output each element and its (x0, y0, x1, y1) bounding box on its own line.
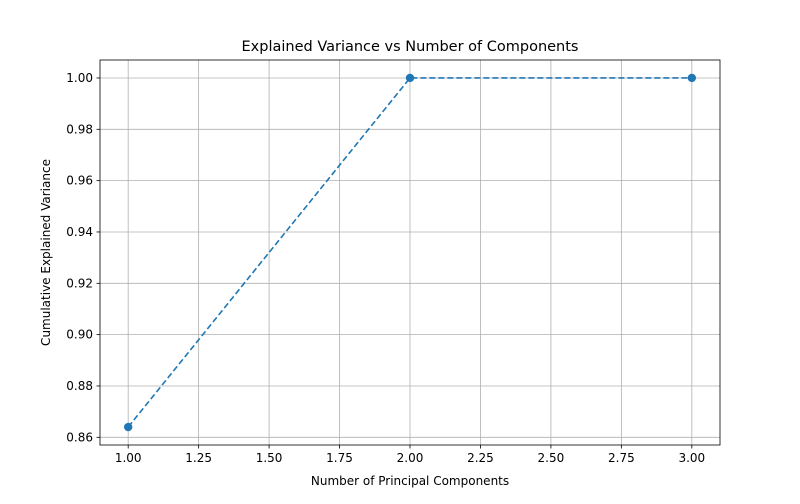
x-tick-label: 2.50 (538, 451, 565, 465)
data-point-marker (405, 73, 415, 83)
x-tick-label: 2.00 (397, 451, 424, 465)
tick-labels: 1.00 1.25 1.50 1.75 2.00 2.25 2.50 2.75 3.00 0.86… (66, 71, 705, 465)
series-line (127, 77, 692, 428)
data-point-marker (687, 73, 697, 83)
x-tick-label: 1.50 (256, 451, 283, 465)
series (123, 73, 697, 432)
y-tick-label: 0.88 (66, 379, 93, 393)
y-tick-label: 1.00 (66, 71, 93, 85)
data-point-marker (123, 422, 133, 432)
x-axis-label: Number of Principal Components (311, 474, 509, 488)
y-tick-label: 0.96 (66, 174, 93, 188)
y-tick-label: 0.94 (66, 225, 93, 239)
y-tick-label: 0.98 (66, 122, 93, 136)
chart-title: Explained Variance vs Number of Componen… (242, 39, 579, 55)
x-tick-label: 2.25 (467, 451, 494, 465)
x-tick-label: 1.25 (185, 451, 212, 465)
x-tick-label: 2.75 (608, 451, 635, 465)
y-tick-label: 0.86 (66, 430, 93, 444)
x-tick-label: 1.75 (326, 451, 353, 465)
x-tick-label: 1.00 (115, 451, 142, 465)
y-tick-label: 0.92 (66, 276, 93, 290)
y-tick-label: 0.90 (66, 328, 93, 342)
plot-frame (99, 59, 721, 446)
x-tick-label: 3.00 (678, 451, 705, 465)
y-axis-label: Cumulative Explained Variance (39, 159, 53, 346)
axes (96, 59, 721, 449)
